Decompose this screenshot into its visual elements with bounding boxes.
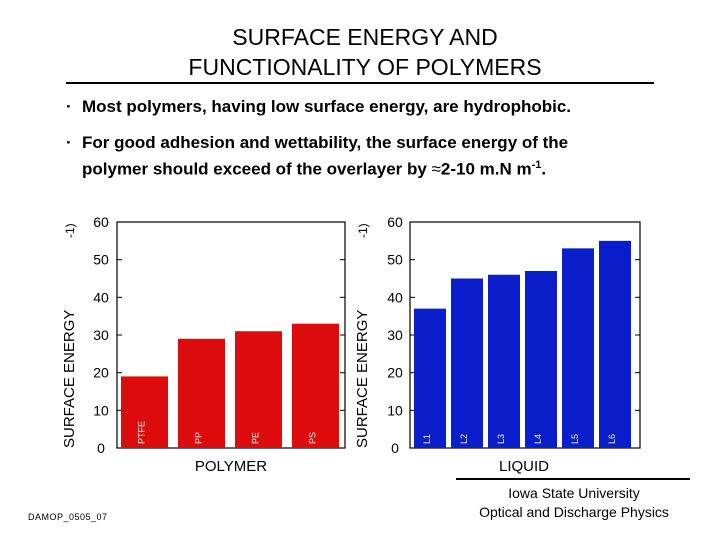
title-underline	[66, 82, 654, 84]
liquid-ytick-label: 40	[387, 289, 403, 305]
bullet-marker: ·	[66, 97, 72, 116]
polymer-ylabel-unit: -1)	[63, 223, 77, 238]
bullet-2-value: 2-10 m.N m	[440, 159, 532, 179]
liquid-category-label: L5	[570, 434, 580, 444]
liquid-category-label: L2	[459, 434, 469, 444]
liquid-ytick-label: 50	[387, 252, 403, 268]
polymer-category-label: PTFE	[137, 421, 147, 444]
bullet-1-text: Most polymers, having low surface energy…	[82, 97, 572, 116]
liquid-ylabel-unit: -1)	[356, 223, 370, 238]
polymer-category-label: PE	[251, 432, 261, 444]
liquid-bar-l4	[525, 270, 557, 448]
polymer-bar-pp	[178, 338, 225, 448]
liquid-ylabel: SURFACE ENERGY	[354, 310, 371, 448]
polymer-bar-ptfe	[121, 376, 168, 448]
polymer-category-label: PS	[308, 432, 318, 444]
polymer-category-label: PP	[194, 432, 204, 444]
liquid-ytick-label: 30	[387, 327, 403, 343]
footer-line-2: Optical and Discharge Physics	[479, 504, 669, 520]
liquid-bar-l3	[488, 274, 520, 448]
liquid-ytick-label: 60	[387, 214, 403, 230]
bullet-marker: ·	[66, 133, 72, 152]
bullet-2-superscript: -1	[531, 159, 542, 171]
liquid-category-label: L6	[607, 434, 617, 444]
bullet-2-end: .	[541, 159, 547, 179]
liquid-bar-l1	[414, 308, 446, 448]
polymer-ytick-label: 30	[93, 327, 109, 343]
liquid-category-label: L1	[422, 434, 432, 444]
title-line-1: SURFACE ENERGY AND	[232, 24, 498, 50]
liquid-category-label: L4	[533, 434, 543, 444]
footer-rule	[456, 478, 690, 480]
polymer-xlabel: POLYMER	[195, 458, 267, 475]
liquid-xlabel: LIQUID	[499, 458, 549, 475]
footer-code: DAMOP_0505_07	[28, 512, 108, 522]
liquid-bar-l5	[562, 248, 594, 448]
slide-title: SURFACE ENERGY AND FUNCTIONALITY OF POLY…	[0, 22, 720, 82]
polymer-ylabel: SURFACE ENERGY	[61, 310, 78, 448]
liquid-category-label: L3	[496, 434, 506, 444]
footer-line-1: Iowa State University	[508, 485, 640, 501]
polymer-ytick-label: 20	[93, 365, 109, 381]
bullet-2: · For good adhesion and wettability, the…	[66, 132, 568, 181]
liquid-ytick-label: 0	[391, 440, 399, 456]
bullet-2-text-line2: polymer should exceed of the overlayer b…	[82, 159, 432, 179]
bullet-2-text-line1: For good adhesion and wettability, the s…	[82, 133, 569, 152]
liquid-ytick-label: 10	[387, 402, 403, 418]
polymer-ytick-label: 60	[93, 214, 109, 230]
liquid-ytick-label: 20	[387, 365, 403, 381]
polymer-ytick-label: 10	[93, 402, 109, 418]
title-line-2: FUNCTIONALITY OF POLYMERS	[188, 54, 542, 80]
liquid-bar-l6	[599, 240, 631, 448]
polymer-ytick-label: 0	[97, 440, 105, 456]
polymer-bar-pe	[235, 331, 282, 448]
polymer-ytick-label: 40	[93, 289, 109, 305]
polymer-ytick-label: 50	[93, 252, 109, 268]
liquid-bar-l2	[451, 278, 483, 448]
bullet-1: · Most polymers, having low surface energ…	[66, 96, 571, 118]
polymer-bar-ps	[292, 323, 339, 448]
approx-symbol: ≈	[431, 159, 441, 179]
footer-institution: Iowa State University Optical and Discha…	[452, 484, 696, 522]
